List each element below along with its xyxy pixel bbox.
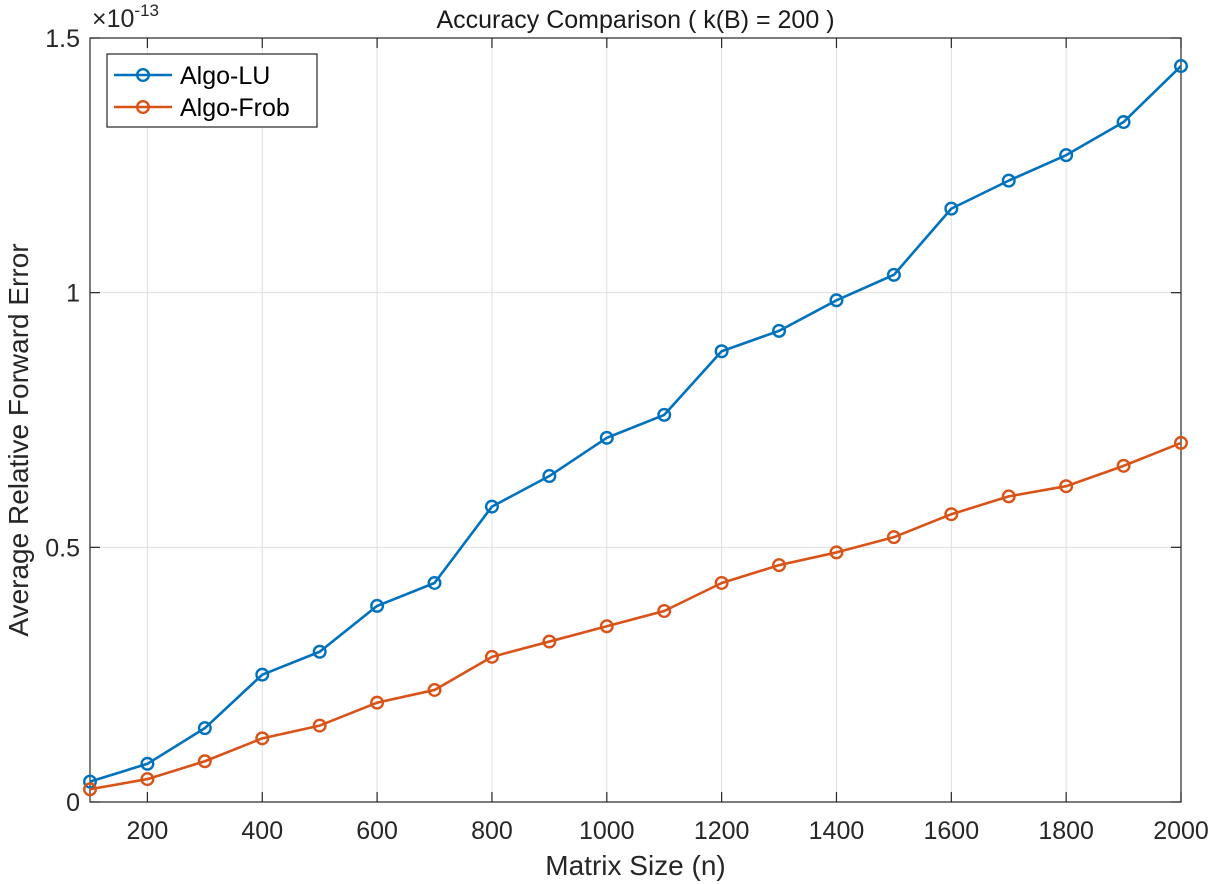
data-point-algo-lu — [657, 407, 672, 422]
legend-item-algo-lu: Algo-LU — [114, 62, 270, 90]
data-point-algo-frob — [1116, 458, 1131, 473]
x-axis-title: Matrix Size (n) — [545, 850, 725, 881]
series-layer — [82, 59, 1188, 797]
data-point-algo-frob — [599, 619, 614, 634]
data-point-algo-frob — [714, 575, 729, 590]
data-point-algo-lu — [829, 293, 844, 308]
series-algo-lu — [82, 59, 1188, 789]
data-point-algo-frob — [886, 530, 901, 545]
data-point-algo-lu — [542, 469, 557, 484]
data-point-algo-lu — [312, 644, 327, 659]
data-point-algo-frob — [944, 507, 959, 522]
x-tick-label: 800 — [471, 817, 513, 845]
y-exponent-power: -13 — [134, 1, 159, 20]
x-tick-label: 1400 — [809, 817, 865, 845]
x-tick-labels: 200 400 600 800 1000 1200 1400 1600 1800 2000 — [127, 817, 1209, 845]
data-point-algo-lu — [1059, 148, 1074, 163]
x-tick-label: 1600 — [924, 817, 980, 845]
data-point-algo-lu — [370, 598, 385, 613]
data-point-algo-lu — [197, 721, 212, 736]
data-point-algo-frob — [1059, 479, 1074, 494]
data-point-algo-lu — [886, 267, 901, 282]
data-point-algo-frob — [427, 682, 442, 697]
data-point-algo-frob — [312, 718, 327, 733]
x-tick-label: 400 — [241, 817, 283, 845]
data-point-algo-frob — [255, 731, 270, 746]
y-exponent-base: ×10 — [92, 5, 134, 33]
data-point-algo-lu — [772, 323, 787, 338]
x-tick-label: 1800 — [1038, 817, 1094, 845]
data-point-algo-lu — [82, 774, 97, 789]
x-tick-label: 2000 — [1153, 817, 1209, 845]
legend-item-algo-frob: Algo-Frob — [114, 94, 290, 122]
data-point-algo-frob — [82, 782, 97, 797]
legend-label: Algo-Frob — [180, 94, 290, 122]
series-algo-frob — [82, 435, 1188, 797]
data-point-algo-lu — [427, 575, 442, 590]
data-point-algo-frob — [484, 649, 499, 664]
data-point-algo-frob — [140, 772, 155, 787]
x-tick-label: 600 — [356, 817, 398, 845]
series-line-algo-frob — [89, 441, 1182, 791]
tick-marks — [90, 37, 1182, 803]
y-tick-labels: 0 0.5 1 1.5 — [45, 25, 80, 817]
x-tick-label: 200 — [127, 817, 169, 845]
data-point-algo-lu — [484, 499, 499, 514]
plot-frame — [89, 37, 1182, 803]
data-point-algo-frob — [197, 754, 212, 769]
data-point-algo-lu — [140, 756, 155, 771]
y-axis-title: Average Relative Forward Error — [3, 243, 34, 636]
x-tick-label: 1200 — [694, 817, 750, 845]
data-point-algo-frob — [829, 545, 844, 560]
data-point-algo-frob — [657, 604, 672, 619]
data-point-algo-lu — [1001, 173, 1016, 188]
data-point-algo-frob — [370, 695, 385, 710]
data-point-algo-lu — [1173, 59, 1188, 74]
data-point-algo-lu — [1116, 115, 1131, 130]
data-point-algo-frob — [1001, 489, 1016, 504]
legend-swatch-marker — [135, 67, 150, 82]
data-point-algo-frob — [772, 558, 787, 573]
data-point-algo-lu — [714, 344, 729, 359]
legend-label: Algo-LU — [180, 62, 270, 90]
y-tick-label: 1.5 — [45, 25, 80, 53]
legend-swatch-marker — [135, 99, 150, 114]
y-axis-exponent: ×10-13 — [92, 1, 159, 33]
x-tick-label: 1000 — [579, 817, 635, 845]
series-line-algo-lu — [89, 65, 1182, 783]
y-tick-label: 0.5 — [45, 534, 80, 562]
data-point-algo-frob — [542, 634, 557, 649]
legend-box — [106, 53, 318, 128]
y-tick-label: 1 — [66, 280, 80, 308]
data-point-algo-lu — [255, 667, 270, 682]
y-tick-label: 0 — [66, 789, 80, 817]
data-point-algo-lu — [599, 430, 614, 445]
data-point-algo-frob — [1173, 435, 1188, 450]
chart-title: Accuracy Comparison ( k(B) = 200 ) — [436, 6, 834, 34]
legend: Algo-LU Algo-Frob — [106, 53, 318, 128]
data-point-algo-lu — [944, 201, 959, 216]
